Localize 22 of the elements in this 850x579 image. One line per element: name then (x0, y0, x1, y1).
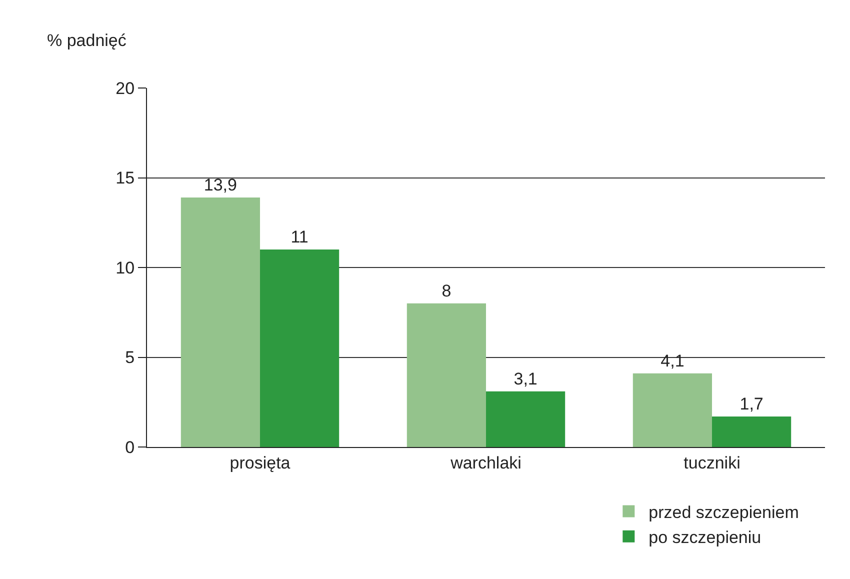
x-tick-label: warchlaki (450, 453, 522, 472)
y-tick-label: 5 (125, 348, 135, 368)
legend-label: po szczepieniu (648, 528, 762, 547)
y-tick-label: 15 (116, 168, 135, 188)
x-tick-label: tuczniki (684, 453, 740, 472)
bar (712, 416, 792, 447)
x-tick-label: prosięta (230, 453, 291, 472)
y-tick-label: 10 (116, 258, 135, 278)
data-label: 1,7 (740, 394, 764, 414)
legend-label: przed szczepieniem (648, 502, 799, 522)
data-label: 8 (442, 281, 452, 300)
data-label: 13,9 (204, 176, 237, 194)
bar (632, 373, 712, 447)
bar (406, 303, 486, 447)
bar (180, 198, 260, 447)
y-tick-label: 20 (116, 78, 135, 98)
data-label: 3,1 (514, 369, 538, 388)
data-label: 11 (290, 228, 308, 247)
y-axis-title: % padnięć (47, 31, 127, 50)
bar (486, 391, 566, 447)
bar (260, 250, 340, 447)
y-tick-label: 0 (125, 438, 135, 457)
